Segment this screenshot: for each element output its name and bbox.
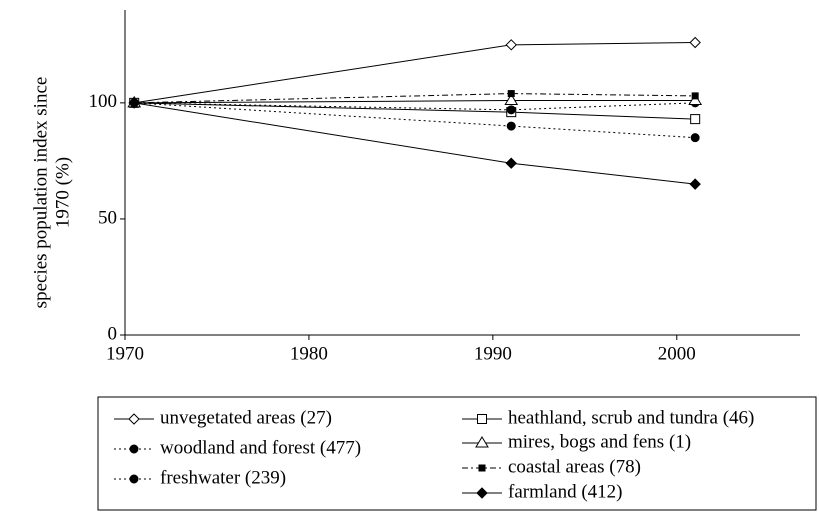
legend-box xyxy=(97,396,817,511)
y-axis-label: species population index since xyxy=(30,77,51,309)
series-line xyxy=(134,102,696,111)
data-point xyxy=(504,93,519,106)
legend-label: mires, bogs and fens (1) xyxy=(508,431,691,452)
series-line xyxy=(134,93,696,104)
data-point xyxy=(506,105,516,115)
y-tick-label: 50 xyxy=(98,207,117,228)
legend-marker xyxy=(128,413,140,425)
data-point xyxy=(505,157,517,169)
legend-label: heathland, scrub and tundra (46) xyxy=(508,407,754,428)
data-point xyxy=(128,97,140,109)
legend-marker xyxy=(478,464,486,472)
legend-marker xyxy=(129,474,139,484)
x-tick-label: 1970 xyxy=(106,343,144,364)
data-point xyxy=(690,114,701,125)
data-point xyxy=(507,90,515,98)
legend-marker xyxy=(475,436,489,448)
series-line xyxy=(134,102,696,185)
legend-label: farmland (412) xyxy=(508,481,622,502)
legend-label: coastal areas (78) xyxy=(508,456,641,477)
y-tick-label: 0 xyxy=(108,323,118,344)
data-point xyxy=(505,39,517,51)
legend-label: woodland and forest (477) xyxy=(160,437,361,458)
x-tick-label: 1980 xyxy=(290,343,328,364)
y-axis-label: 1970 (%) xyxy=(52,157,73,228)
data-point xyxy=(506,121,516,131)
x-tick-label: 1990 xyxy=(474,343,512,364)
series-line xyxy=(134,42,696,104)
legend-label: unvegetated areas (27) xyxy=(160,407,332,428)
data-point xyxy=(689,178,701,190)
y-tick-label: 100 xyxy=(89,91,118,112)
series-line xyxy=(134,102,696,139)
data-point xyxy=(689,36,701,49)
legend-label: freshwater (239) xyxy=(160,467,286,488)
legend-marker xyxy=(129,444,139,454)
x-tick-label: 2000 xyxy=(658,343,696,364)
legend-marker xyxy=(476,487,488,499)
legend-marker xyxy=(477,414,487,424)
data-point xyxy=(691,92,699,100)
data-point xyxy=(690,133,700,143)
data-point xyxy=(688,93,703,106)
